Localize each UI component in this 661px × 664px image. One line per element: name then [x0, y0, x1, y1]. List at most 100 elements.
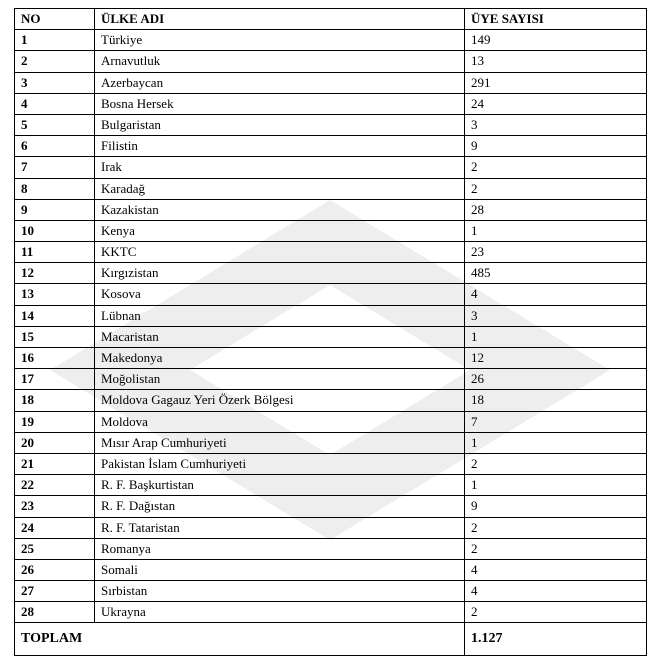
- cell-count: 9: [465, 136, 647, 157]
- cell-count: 2: [465, 538, 647, 559]
- cell-no: 25: [15, 538, 95, 559]
- cell-country: Bosna Hersek: [95, 93, 465, 114]
- table-row: 23R. F. Dağıstan9: [15, 496, 647, 517]
- table-row: 14Lübnan3: [15, 305, 647, 326]
- table-row: 10Kenya1: [15, 220, 647, 241]
- table-row: 19Moldova7: [15, 411, 647, 432]
- cell-country: Macaristan: [95, 326, 465, 347]
- cell-no: 23: [15, 496, 95, 517]
- cell-count: 13: [465, 51, 647, 72]
- cell-country: Filistin: [95, 136, 465, 157]
- cell-country: Lübnan: [95, 305, 465, 326]
- table-row: 2Arnavutluk13: [15, 51, 647, 72]
- cell-country: R. F. Dağıstan: [95, 496, 465, 517]
- cell-country: Karadağ: [95, 178, 465, 199]
- cell-count: 2: [465, 602, 647, 623]
- table-row: 15Macaristan1: [15, 326, 647, 347]
- cell-no: 26: [15, 559, 95, 580]
- table-row: 9Kazakistan28: [15, 199, 647, 220]
- cell-country: Somali: [95, 559, 465, 580]
- cell-no: 11: [15, 242, 95, 263]
- cell-no: 6: [15, 136, 95, 157]
- cell-no: 9: [15, 199, 95, 220]
- table-row: 5Bulgaristan3: [15, 114, 647, 135]
- table-row: 18Moldova Gagauz Yeri Özerk Bölgesi18: [15, 390, 647, 411]
- table-row: 21Pakistan İslam Cumhuriyeti2: [15, 453, 647, 474]
- cell-count: 24: [465, 93, 647, 114]
- cell-count: 149: [465, 30, 647, 51]
- table-row: 1Türkiye149: [15, 30, 647, 51]
- cell-count: 4: [465, 581, 647, 602]
- table-row: 7Irak2: [15, 157, 647, 178]
- cell-country: KKTC: [95, 242, 465, 263]
- table-footer-row: TOPLAM 1.127: [15, 623, 647, 656]
- table-row: 27Sırbistan4: [15, 581, 647, 602]
- cell-count: 4: [465, 284, 647, 305]
- table-row: 16Makedonya12: [15, 348, 647, 369]
- cell-country: Sırbistan: [95, 581, 465, 602]
- cell-no: 10: [15, 220, 95, 241]
- cell-country: Arnavutluk: [95, 51, 465, 72]
- cell-no: 7: [15, 157, 95, 178]
- cell-country: Makedonya: [95, 348, 465, 369]
- cell-count: 28: [465, 199, 647, 220]
- table-row: 26Somali4: [15, 559, 647, 580]
- cell-country: Mısır Arap Cumhuriyeti: [95, 432, 465, 453]
- cell-count: 4: [465, 559, 647, 580]
- cell-country: Türkiye: [95, 30, 465, 51]
- cell-no: 15: [15, 326, 95, 347]
- table-row: 8Karadağ2: [15, 178, 647, 199]
- cell-no: 3: [15, 72, 95, 93]
- table-row: 13Kosova4: [15, 284, 647, 305]
- cell-country: Moğolistan: [95, 369, 465, 390]
- cell-count: 2: [465, 453, 647, 474]
- cell-no: 16: [15, 348, 95, 369]
- cell-no: 19: [15, 411, 95, 432]
- table-row: 3Azerbaycan291: [15, 72, 647, 93]
- cell-no: 1: [15, 30, 95, 51]
- cell-country: Bulgaristan: [95, 114, 465, 135]
- table-row: 25Romanya2: [15, 538, 647, 559]
- cell-country: Kırgızistan: [95, 263, 465, 284]
- table-row: 6Filistin9: [15, 136, 647, 157]
- cell-no: 18: [15, 390, 95, 411]
- cell-count: 2: [465, 157, 647, 178]
- cell-count: 12: [465, 348, 647, 369]
- header-no: NO: [15, 9, 95, 30]
- cell-country: Kosova: [95, 284, 465, 305]
- cell-no: 13: [15, 284, 95, 305]
- cell-count: 2: [465, 517, 647, 538]
- table-row: 11KKTC23: [15, 242, 647, 263]
- cell-no: 12: [15, 263, 95, 284]
- cell-count: 1: [465, 220, 647, 241]
- cell-country: Romanya: [95, 538, 465, 559]
- table-row: 24R. F. Tataristan2: [15, 517, 647, 538]
- cell-no: 4: [15, 93, 95, 114]
- cell-country: Kenya: [95, 220, 465, 241]
- table-row: 17Moğolistan26: [15, 369, 647, 390]
- cell-count: 291: [465, 72, 647, 93]
- cell-no: 24: [15, 517, 95, 538]
- cell-no: 17: [15, 369, 95, 390]
- cell-country: Kazakistan: [95, 199, 465, 220]
- cell-count: 1: [465, 432, 647, 453]
- cell-no: 22: [15, 475, 95, 496]
- cell-count: 485: [465, 263, 647, 284]
- cell-no: 8: [15, 178, 95, 199]
- cell-no: 20: [15, 432, 95, 453]
- cell-no: 5: [15, 114, 95, 135]
- cell-country: Moldova Gagauz Yeri Özerk Bölgesi: [95, 390, 465, 411]
- cell-count: 18: [465, 390, 647, 411]
- cell-count: 3: [465, 114, 647, 135]
- cell-country: R. F. Tataristan: [95, 517, 465, 538]
- cell-no: 27: [15, 581, 95, 602]
- cell-count: 26: [465, 369, 647, 390]
- cell-no: 28: [15, 602, 95, 623]
- cell-no: 14: [15, 305, 95, 326]
- cell-country: Pakistan İslam Cumhuriyeti: [95, 453, 465, 474]
- footer-total: 1.127: [465, 623, 647, 656]
- cell-count: 1: [465, 475, 647, 496]
- table-header-row: NO ÜLKE ADI ÜYE SAYISI: [15, 9, 647, 30]
- cell-country: Moldova: [95, 411, 465, 432]
- cell-count: 2: [465, 178, 647, 199]
